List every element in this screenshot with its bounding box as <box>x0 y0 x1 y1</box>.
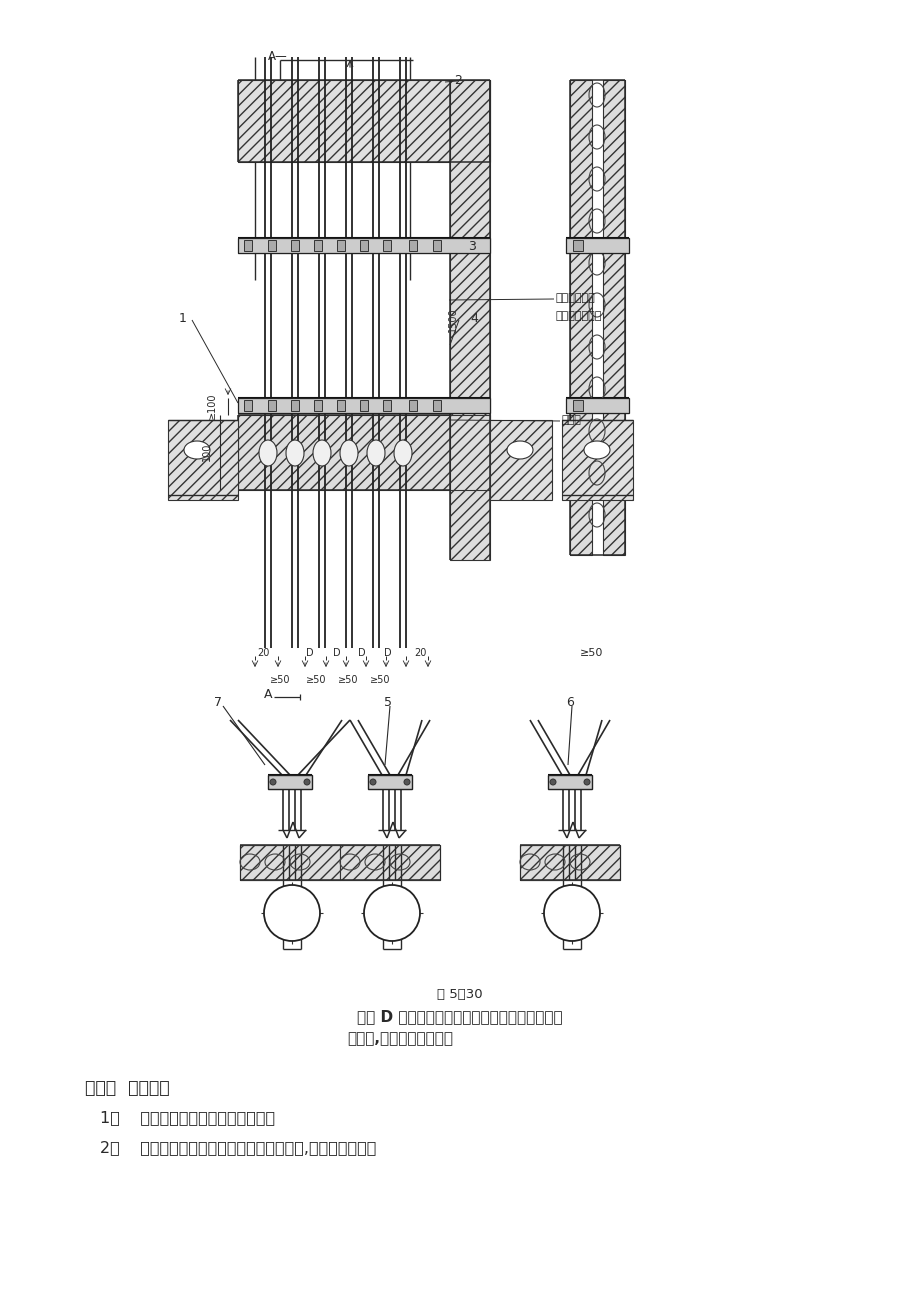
Bar <box>573 400 583 411</box>
Circle shape <box>269 779 276 785</box>
Text: 火堵料或石棉绳: 火堵料或石棉绳 <box>555 311 602 322</box>
Bar <box>548 775 591 789</box>
Circle shape <box>303 779 310 785</box>
Bar <box>290 240 299 251</box>
Ellipse shape <box>506 441 532 460</box>
Text: D: D <box>306 648 313 658</box>
Bar <box>382 240 391 251</box>
Bar <box>238 415 449 490</box>
Text: ≥50: ≥50 <box>369 674 390 685</box>
Text: （三）  桥架安装: （三） 桥架安装 <box>85 1079 169 1098</box>
Bar <box>267 400 276 411</box>
Circle shape <box>264 885 320 941</box>
Bar <box>238 79 490 161</box>
Circle shape <box>364 885 420 941</box>
Ellipse shape <box>312 440 331 466</box>
Bar <box>565 238 629 253</box>
Bar <box>267 775 312 789</box>
Bar <box>409 400 416 411</box>
Bar <box>336 400 345 411</box>
Text: 混凝土: 混凝土 <box>562 415 581 424</box>
Circle shape <box>543 885 599 941</box>
Text: 管口内封堵防: 管口内封堵防 <box>555 293 596 303</box>
Bar <box>267 240 276 251</box>
Text: 1500: 1500 <box>448 307 458 332</box>
Text: 1、    桥架与支架之间固定采用螺栓。: 1、 桥架与支架之间固定采用螺栓。 <box>100 1111 275 1125</box>
Ellipse shape <box>259 440 277 466</box>
Bar <box>449 79 490 560</box>
Text: 2: 2 <box>454 73 461 86</box>
Text: ≥50: ≥50 <box>580 648 603 658</box>
Text: ≥50: ≥50 <box>337 674 357 685</box>
Bar <box>340 845 439 880</box>
Bar <box>382 400 391 411</box>
Text: D: D <box>333 648 340 658</box>
Text: 4: 4 <box>470 311 477 324</box>
Text: D: D <box>357 648 366 658</box>
Bar <box>359 400 368 411</box>
Circle shape <box>584 779 589 785</box>
Circle shape <box>403 779 410 785</box>
Bar <box>573 240 583 251</box>
Bar <box>168 421 238 500</box>
Ellipse shape <box>340 440 357 466</box>
Text: 较大时,可使用角钢支架。: 较大时,可使用角钢支架。 <box>346 1031 452 1047</box>
Bar <box>565 398 629 413</box>
Bar <box>562 421 632 500</box>
Text: A—: A— <box>267 49 288 62</box>
Circle shape <box>369 779 376 785</box>
Text: 20: 20 <box>414 648 425 658</box>
Bar <box>433 240 440 251</box>
Text: 6: 6 <box>565 697 573 710</box>
Ellipse shape <box>367 440 384 466</box>
Bar <box>359 240 368 251</box>
Text: D: D <box>384 648 391 658</box>
Bar <box>602 79 624 555</box>
Text: 100: 100 <box>202 443 211 461</box>
Text: 图中 D 表示保护管外径。当电缆根数较多或规格: 图中 D 表示保护管外径。当电缆根数较多或规格 <box>357 1009 562 1025</box>
Bar <box>238 238 490 253</box>
Bar <box>313 240 322 251</box>
Text: 3: 3 <box>468 240 475 253</box>
Bar <box>570 79 591 555</box>
Ellipse shape <box>184 441 210 460</box>
Bar <box>313 400 322 411</box>
Ellipse shape <box>584 441 609 460</box>
Text: ≥50: ≥50 <box>305 674 326 685</box>
Bar <box>449 415 490 490</box>
Ellipse shape <box>286 440 303 466</box>
Bar <box>368 775 412 789</box>
Text: A: A <box>264 687 272 700</box>
Text: ≥50: ≥50 <box>269 674 289 685</box>
Text: ≥100: ≥100 <box>207 393 217 419</box>
Text: 20: 20 <box>256 648 269 658</box>
Bar <box>336 240 345 251</box>
Bar <box>238 398 490 413</box>
Text: 2、    桥架与钢管之间连接采用专用锁母固定,并有跨接地线。: 2、 桥架与钢管之间连接采用专用锁母固定,并有跨接地线。 <box>100 1141 376 1155</box>
Text: 5: 5 <box>383 697 391 710</box>
Bar <box>290 400 299 411</box>
Bar <box>490 421 551 500</box>
Bar <box>244 240 252 251</box>
Bar <box>519 845 619 880</box>
Text: 7: 7 <box>214 697 221 710</box>
Bar <box>240 845 340 880</box>
Bar <box>433 400 440 411</box>
Bar <box>409 240 416 251</box>
Bar <box>244 400 252 411</box>
Circle shape <box>550 779 555 785</box>
Text: 图 5－30: 图 5－30 <box>437 988 482 1001</box>
Text: 1: 1 <box>179 311 187 324</box>
Ellipse shape <box>393 440 412 466</box>
